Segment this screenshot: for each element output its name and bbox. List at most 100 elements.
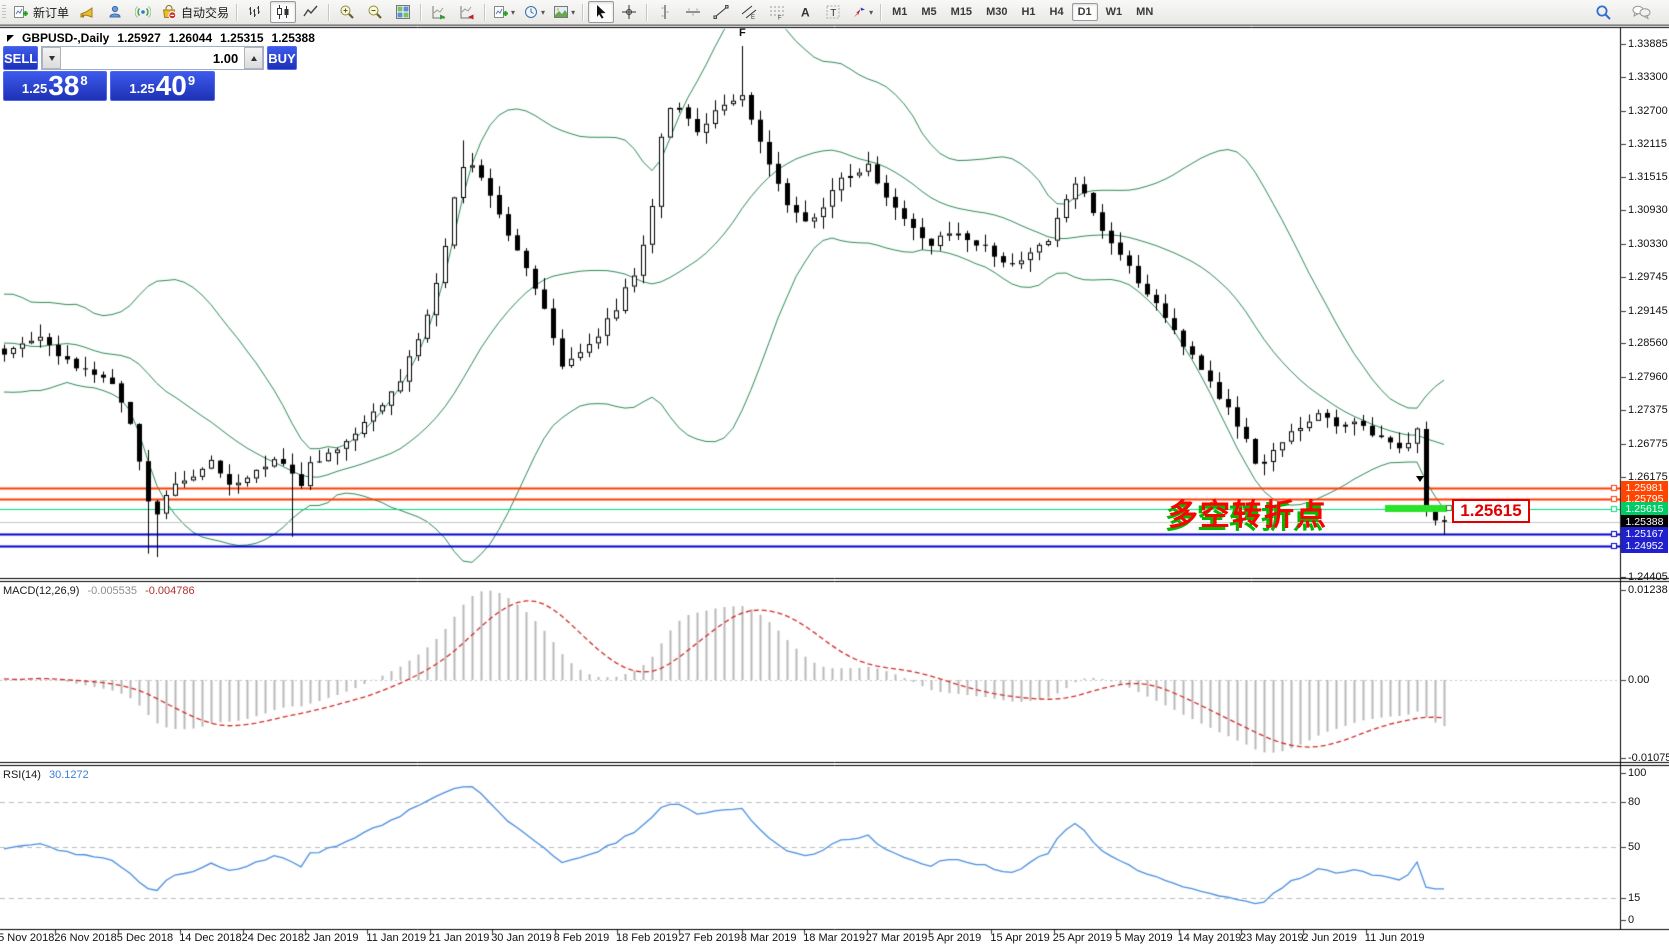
horizontal-line-button[interactable] <box>680 1 706 23</box>
vertical-line-button[interactable] <box>652 1 678 23</box>
triangle-down-icon <box>48 55 55 61</box>
timeframe-m1-button[interactable]: M1 <box>892 6 908 18</box>
rsi-value: 30.1272 <box>48 769 89 781</box>
price-tag: 1.25167 <box>1621 527 1668 542</box>
annotation-text[interactable]: 多空转折点 <box>1168 499 1328 532</box>
market-button[interactable] <box>74 1 100 23</box>
clock-icon <box>523 4 539 20</box>
line-chart-button[interactable] <box>298 1 324 23</box>
date-label: 23 May 2019 <box>1240 932 1304 944</box>
auto-scroll-button[interactable] <box>426 1 452 23</box>
toolbar-separator <box>420 3 423 21</box>
new-order-button[interactable]: 新订单 <box>10 1 72 23</box>
signals-button[interactable] <box>130 1 156 23</box>
date-label: 5 May 2019 <box>1115 932 1173 944</box>
broadcast-icon <box>135 4 152 20</box>
f-object-marker[interactable]: F <box>739 27 746 39</box>
tile-windows-button[interactable] <box>390 1 416 23</box>
chart-title-row: GBPUSD-,Daily 1.25927 1.26044 1.25315 1.… <box>7 31 315 45</box>
buy-button[interactable]: BUY <box>267 46 297 70</box>
search-icon <box>1595 4 1612 21</box>
date-label: 2 Jun 2019 <box>1302 932 1357 944</box>
svg-text:F: F <box>778 16 782 21</box>
chart-shift-button[interactable] <box>454 1 480 23</box>
timeframe-h4-button[interactable]: H4 <box>1049 6 1064 18</box>
new-chart-button[interactable]: ▾ <box>490 1 518 23</box>
auto-scroll-icon <box>431 4 447 20</box>
vline-icon <box>657 4 673 20</box>
sell-price-big: 38 <box>48 70 80 101</box>
timeframe-m15-button[interactable]: M15 <box>950 6 973 18</box>
ohlc-high: 1.26044 <box>168 31 213 45</box>
sell-button[interactable]: SELL <box>3 46 39 70</box>
timeframe-h1-button[interactable]: H1 <box>1021 6 1036 18</box>
macd-signal-value: -0.004786 <box>145 585 195 597</box>
macd-indicator-label: MACD(12,26,9) -0.005535 -0.004786 <box>3 585 195 597</box>
templates-button[interactable]: ▾ <box>550 1 578 23</box>
timeframe-d1-button[interactable]: D1 <box>1071 3 1098 21</box>
dropdown-arrow-icon: ▾ <box>869 7 874 17</box>
bar-chart-button[interactable] <box>242 1 268 23</box>
crosshair-button[interactable] <box>616 1 642 23</box>
channel-icon: E <box>741 4 757 20</box>
tiles-icon <box>395 4 411 20</box>
rsi-axis-label: 100 <box>1628 767 1647 779</box>
fibo-icon: F <box>769 4 785 20</box>
date-label: 14 May 2019 <box>1177 932 1242 944</box>
sell-price-sup: 8 <box>80 73 88 88</box>
toolbar-separator <box>328 3 331 21</box>
price-tick-label: 1.27375 <box>1628 404 1668 417</box>
price-tick-label: 1.24405 <box>1628 571 1668 583</box>
macd-value: -0.005535 <box>87 585 138 597</box>
candle-chart-button[interactable] <box>270 1 297 23</box>
svg-text:A: A <box>801 6 810 20</box>
autotrading-button[interactable]: 自动交易 <box>158 1 232 23</box>
date-label: 2 Jan 2019 <box>304 932 359 944</box>
equidistant-channel-button[interactable]: E <box>736 1 762 23</box>
price-tick-label: 1.33300 <box>1628 70 1668 83</box>
line-chart-icon <box>303 4 319 20</box>
text-label-button[interactable]: T <box>820 1 846 23</box>
search-button[interactable] <box>1590 1 1616 23</box>
zoom-in-button[interactable] <box>334 1 360 23</box>
buy-price-button[interactable]: 1.25 40 9 <box>109 70 215 101</box>
fibonacci-button[interactable]: F <box>764 1 790 23</box>
chat-icon <box>1632 4 1651 20</box>
new-chart-icon <box>493 4 509 20</box>
sell-price-button[interactable]: 1.25 38 8 <box>3 71 107 101</box>
date-label: 8 Feb 2019 <box>553 932 610 944</box>
zoom-out-button[interactable] <box>362 1 388 23</box>
toolbar-grip[interactable] <box>2 4 6 20</box>
timeframe-m30-button[interactable]: M30 <box>986 6 1008 18</box>
trendline-button[interactable] <box>708 1 734 23</box>
cursor-button[interactable] <box>588 1 615 23</box>
annotation-price-label[interactable]: 1.25615 <box>1452 499 1530 523</box>
date-label: 21 Jan 2019 <box>428 932 490 944</box>
chat-button[interactable] <box>1628 1 1654 23</box>
date-label: 27 Mar 2019 <box>865 932 928 944</box>
community-button[interactable] <box>102 1 128 23</box>
timeframe-mn-button[interactable]: MN <box>1136 6 1154 18</box>
hline-icon <box>685 4 701 20</box>
sell-arrow-icon <box>1416 476 1424 482</box>
price-tag: 1.24952 <box>1621 539 1668 554</box>
volume-decrease-button[interactable] <box>42 47 62 69</box>
price-tick-label: 1.32700 <box>1628 104 1668 117</box>
price-tick-label: 1.27960 <box>1628 371 1668 384</box>
timeframe-bar: M1 M5 M15 M30 H1 H4 D1 W1 MN <box>877 3 1160 21</box>
crosshair-icon <box>621 4 637 20</box>
price-tick-label: 1.26175 <box>1628 471 1668 484</box>
periods-button[interactable]: ▾ <box>520 1 548 23</box>
buy-price-big: 40 <box>155 70 187 101</box>
arrows-button[interactable]: ▾ <box>848 1 876 23</box>
timeframe-m5-button[interactable]: M5 <box>921 6 937 18</box>
price-tick-label: 1.33885 <box>1628 38 1668 50</box>
price-tick-label: 1.30930 <box>1628 204 1668 217</box>
volume-increase-button[interactable] <box>244 47 264 69</box>
volume-input[interactable] <box>61 47 245 69</box>
text-button[interactable]: A <box>792 1 818 23</box>
timeframe-w1-button[interactable]: W1 <box>1105 6 1123 18</box>
